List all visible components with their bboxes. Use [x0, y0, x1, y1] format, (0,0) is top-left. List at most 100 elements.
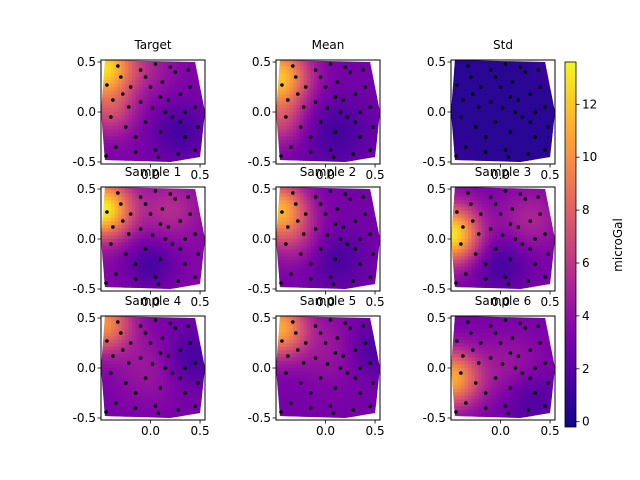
station-point — [470, 92, 475, 96]
station-point — [335, 336, 340, 340]
station-point — [455, 210, 459, 214]
station-point — [111, 225, 115, 229]
station-point — [503, 318, 508, 322]
station-point — [104, 410, 108, 414]
station-point — [143, 247, 148, 251]
station-point — [546, 252, 550, 256]
station-point — [508, 386, 513, 390]
station-point — [469, 75, 473, 79]
station-point — [313, 195, 318, 199]
station-point — [543, 232, 547, 236]
station-point — [291, 64, 295, 68]
station-point — [196, 125, 200, 129]
station-point — [279, 154, 283, 158]
station-point — [303, 85, 308, 89]
station-point — [520, 242, 525, 246]
station-point — [455, 83, 459, 87]
station-point — [528, 92, 533, 96]
station-point — [313, 356, 318, 360]
station-point — [466, 191, 470, 195]
station-point — [284, 242, 288, 246]
panel-title: Sample 2 — [300, 165, 356, 179]
station-point — [170, 371, 175, 375]
station-point — [176, 152, 181, 156]
x-tick-label: 0.5 — [191, 424, 210, 438]
station-point — [528, 219, 533, 223]
station-point — [123, 252, 128, 256]
station-point — [153, 275, 158, 279]
x-tick-label: 0.5 — [541, 295, 560, 309]
station-point — [295, 219, 300, 223]
station-point — [133, 277, 138, 281]
y-tick-label: -0.5 — [73, 411, 96, 425]
station-point — [516, 98, 521, 102]
station-point — [280, 83, 284, 87]
station-point — [533, 262, 537, 266]
station-point — [173, 70, 178, 74]
station-point — [488, 68, 493, 72]
station-point — [483, 406, 488, 410]
station-point — [358, 262, 362, 266]
station-point — [128, 341, 133, 345]
station-point — [493, 120, 498, 124]
station-point — [508, 130, 513, 134]
station-point — [338, 237, 343, 241]
station-point — [536, 68, 540, 72]
station-point — [298, 381, 303, 385]
y-tick-label: 0.5 — [252, 55, 271, 69]
station-point — [325, 233, 330, 237]
station-point — [188, 341, 192, 345]
station-point — [358, 366, 362, 370]
station-point — [148, 341, 153, 345]
station-point — [461, 98, 465, 102]
station-point — [188, 212, 192, 216]
y-tick-label: 0.5 — [77, 311, 96, 325]
colorbar: 0 2 4 6 8 10 12 microGal — [564, 61, 625, 429]
station-point — [335, 207, 340, 211]
station-point — [351, 152, 356, 156]
station-point — [333, 351, 338, 355]
station-point — [323, 212, 328, 216]
station-point — [123, 125, 128, 129]
station-point — [178, 247, 183, 251]
station-point — [104, 281, 108, 285]
station-point — [493, 202, 498, 206]
station-point — [351, 408, 356, 412]
y-tick-label: 0.5 — [77, 182, 96, 196]
station-point — [343, 192, 348, 196]
x-tick-label: 0.0 — [491, 424, 510, 438]
station-point — [348, 70, 353, 74]
station-point — [333, 95, 338, 99]
station-point — [338, 110, 343, 114]
x-tick-label: 0.0 — [491, 168, 510, 182]
panel-mean: 0.0 0.5 0.5 0.0 -0.5 Mean — [248, 38, 385, 182]
panel-title: Sample 3 — [475, 165, 531, 179]
station-point — [478, 212, 483, 216]
station-point — [178, 376, 183, 380]
station-point — [363, 85, 367, 89]
station-point — [178, 348, 183, 352]
station-point — [109, 371, 113, 375]
station-point — [516, 354, 521, 358]
station-point — [528, 348, 533, 352]
station-point — [533, 366, 537, 370]
x-tick-label: 0.0 — [141, 168, 160, 182]
panel-title: Sample 6 — [475, 294, 531, 308]
station-point — [363, 341, 367, 345]
station-point — [183, 262, 187, 266]
station-point — [168, 192, 173, 196]
station-point — [143, 120, 148, 124]
station-point — [163, 237, 168, 241]
station-point — [361, 195, 365, 199]
station-point — [158, 351, 163, 355]
station-point — [153, 189, 158, 193]
station-point — [295, 348, 300, 352]
y-tick-label: -0.5 — [73, 282, 96, 296]
station-point — [488, 100, 493, 104]
station-point — [473, 252, 478, 256]
station-point — [503, 189, 508, 193]
station-point — [303, 212, 308, 216]
y-tick-label: -0.5 — [423, 282, 446, 296]
station-point — [526, 152, 531, 156]
station-point — [183, 135, 187, 139]
